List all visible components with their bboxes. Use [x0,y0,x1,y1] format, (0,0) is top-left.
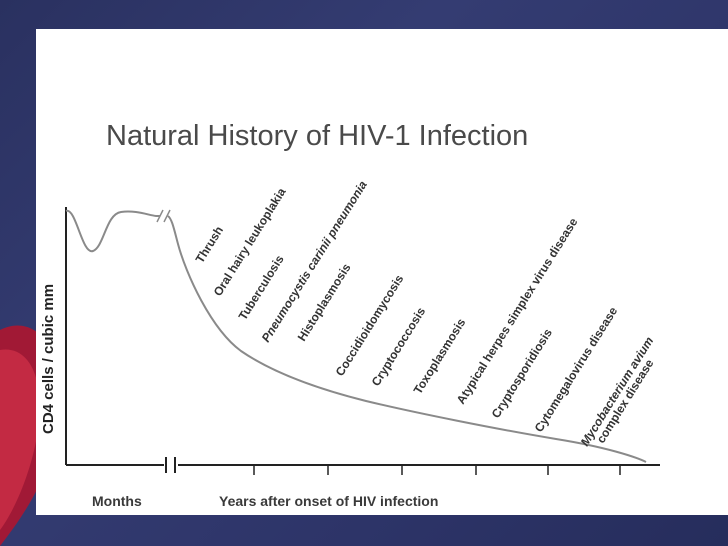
curve-break-mark-1 [156,209,164,223]
annotation-toxoplasmosis: Toxoplasmosis [411,316,469,397]
annotation-thrush: Thrush [193,224,226,266]
hiv-chart: Natural History of HIV-1 Infection CD4 c… [40,120,660,509]
slide-panel: Natural History of HIV-1 Infection CD4 c… [36,29,728,515]
chart-title: Natural History of HIV-1 Infection [106,120,528,152]
x-axis-label-years: Years after onset of HIV infection [219,493,438,509]
x-axis-label-months: Months [92,493,142,509]
cd4-curve-line [65,209,647,463]
curve-break-mark-2 [163,209,171,223]
annotation-oral-hairy-leukoplakia: Oral hairy leukoplakia [211,185,289,298]
x-axis-ticks [253,465,621,475]
y-axis-label: CD4 cells / cubic mm [40,284,57,434]
